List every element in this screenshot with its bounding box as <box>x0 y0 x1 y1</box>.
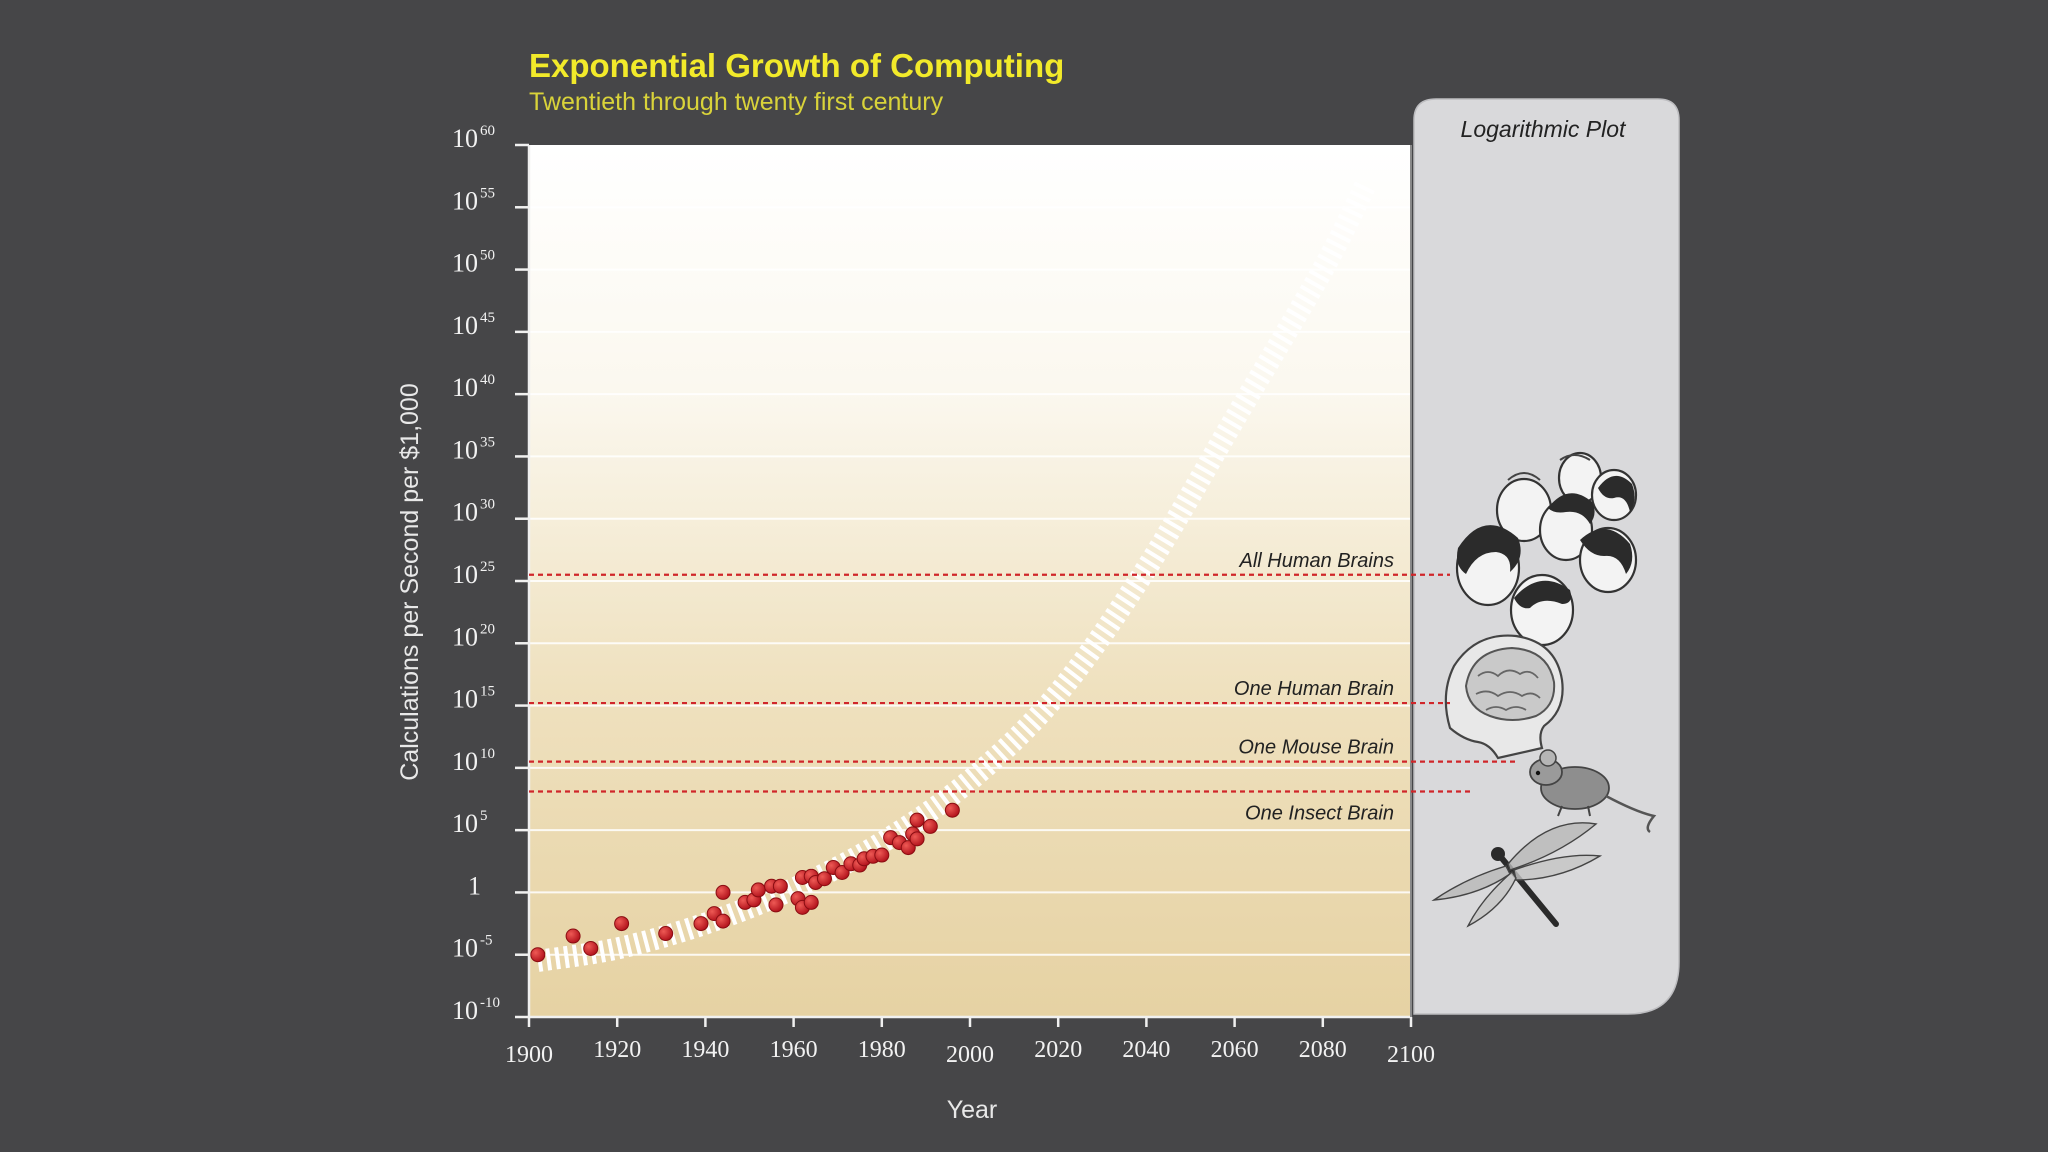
data-point <box>909 831 925 847</box>
chart-subtitle: Twentieth through twenty first century <box>529 88 944 116</box>
data-point <box>565 928 581 944</box>
data-point <box>772 878 788 894</box>
x-tick-label: 2100 <box>1387 1042 1435 1068</box>
y-tick-label: 10 15 <box>452 684 495 714</box>
reference-line-label: One Insect Brain <box>1245 803 1394 825</box>
x-tick-label: 1900 <box>505 1042 553 1068</box>
x-axis-ticks: 1900 1920 1940 1960 1980 2000 2020 2040 2060 2080… <box>505 1017 1435 1068</box>
y-tick-exponent: 60 <box>480 123 495 139</box>
data-point <box>614 916 630 932</box>
y-tick-exponent: 35 <box>480 434 495 450</box>
y-tick-label: 10 45 <box>452 310 495 340</box>
reference-line-label: One Mouse Brain <box>1238 737 1394 759</box>
y-tick-exponent: 45 <box>480 310 495 326</box>
dragonfly-illustration <box>1431 822 1603 928</box>
y-tick-exponent: 30 <box>480 497 495 513</box>
y-tick-base: 10 <box>452 435 478 464</box>
human-heads-illustration <box>1455 451 1638 647</box>
y-tick-base: 10 <box>452 311 478 340</box>
chart-title: Exponential Growth of Computing <box>529 47 1064 84</box>
mouse-illustration <box>1529 749 1657 834</box>
side-panel: Logarithmic Plot <box>1413 98 1680 1015</box>
x-tick-label: 1920 <box>593 1037 641 1063</box>
y-tick-label: 10 60 <box>452 123 495 153</box>
y-tick-label: 10 40 <box>452 372 495 402</box>
y-tick-label: 10 10 <box>452 746 495 776</box>
y-tick-label: 10 50 <box>452 248 495 278</box>
data-point <box>530 947 546 963</box>
y-tick-base: 10 <box>452 124 478 153</box>
y-tick-label: 10 35 <box>452 434 495 464</box>
y-tick-exponent: -5 <box>480 933 493 949</box>
data-points <box>530 802 960 963</box>
y-tick-exponent: 5 <box>480 808 488 824</box>
reference-lines: All Human Brains One Human Brain One Mouse… <box>529 550 1515 825</box>
data-point <box>874 847 890 863</box>
y-tick-exponent: 40 <box>480 372 495 388</box>
y-tick-base: 10 <box>452 560 478 589</box>
y-tick-label: 10 20 <box>452 621 495 651</box>
x-axis-label: Year <box>947 1096 998 1124</box>
y-tick-label: 10 30 <box>452 497 495 527</box>
y-tick-exponent: 25 <box>480 559 495 575</box>
y-tick-exponent: 15 <box>480 684 495 700</box>
reference-line-label: All Human Brains <box>1238 550 1394 572</box>
y-tick-base: 10 <box>452 996 478 1025</box>
x-tick-label: 1940 <box>681 1037 729 1063</box>
human-brain-illustration <box>1444 634 1564 760</box>
y-tick-base: 10 <box>452 685 478 714</box>
x-tick-label: 2080 <box>1299 1037 1347 1063</box>
x-tick-label: 2040 <box>1122 1037 1170 1063</box>
side-panel-title: Logarithmic Plot <box>1461 116 1628 142</box>
y-tick-exponent: 55 <box>480 185 495 201</box>
y-tick-exponent: 10 <box>480 746 495 762</box>
data-point <box>768 897 784 913</box>
y-tick-base: 10 <box>452 498 478 527</box>
data-point <box>922 818 938 834</box>
y-tick-exponent: -10 <box>480 995 500 1011</box>
y-tick-label: 10 5 <box>452 808 488 838</box>
data-point <box>909 812 925 828</box>
x-tick-label: 2020 <box>1034 1037 1082 1063</box>
y-tick-label: 10 25 <box>452 559 495 589</box>
y-tick-label: 10 -10 <box>452 995 500 1025</box>
y-tick-base: 10 <box>452 373 478 402</box>
x-tick-label: 2060 <box>1211 1037 1259 1063</box>
y-tick-exponent: 20 <box>480 621 495 637</box>
x-tick-label: 1960 <box>770 1037 818 1063</box>
data-point <box>658 926 674 942</box>
reference-line-label: One Human Brain <box>1234 678 1394 700</box>
data-point <box>803 894 819 910</box>
data-point <box>715 913 731 929</box>
y-tick-base: 10 <box>452 809 478 838</box>
data-point <box>715 884 731 900</box>
data-point <box>583 940 599 956</box>
data-point <box>944 802 960 818</box>
x-tick-label: 1980 <box>858 1037 906 1063</box>
x-tick-label: 2000 <box>946 1042 994 1068</box>
y-tick-exponent: 50 <box>480 248 495 264</box>
y-axis-label: Calculations per Second per $1,000 <box>396 383 424 781</box>
data-point <box>816 871 832 887</box>
y-tick-base: 10 <box>452 249 478 278</box>
y-tick-label: 1 <box>468 871 481 900</box>
y-tick-base: 10 <box>452 934 478 963</box>
data-point <box>750 882 766 898</box>
y-tick-base: 10 <box>452 747 478 776</box>
y-tick-base: 10 <box>452 622 478 651</box>
y-tick-label: 10 -5 <box>452 933 493 963</box>
y-tick-base: 10 <box>452 186 478 215</box>
gridlines <box>529 206 1411 956</box>
y-tick-base: 1 <box>468 871 481 900</box>
y-tick-label: 10 55 <box>452 185 495 215</box>
data-point <box>693 916 709 932</box>
